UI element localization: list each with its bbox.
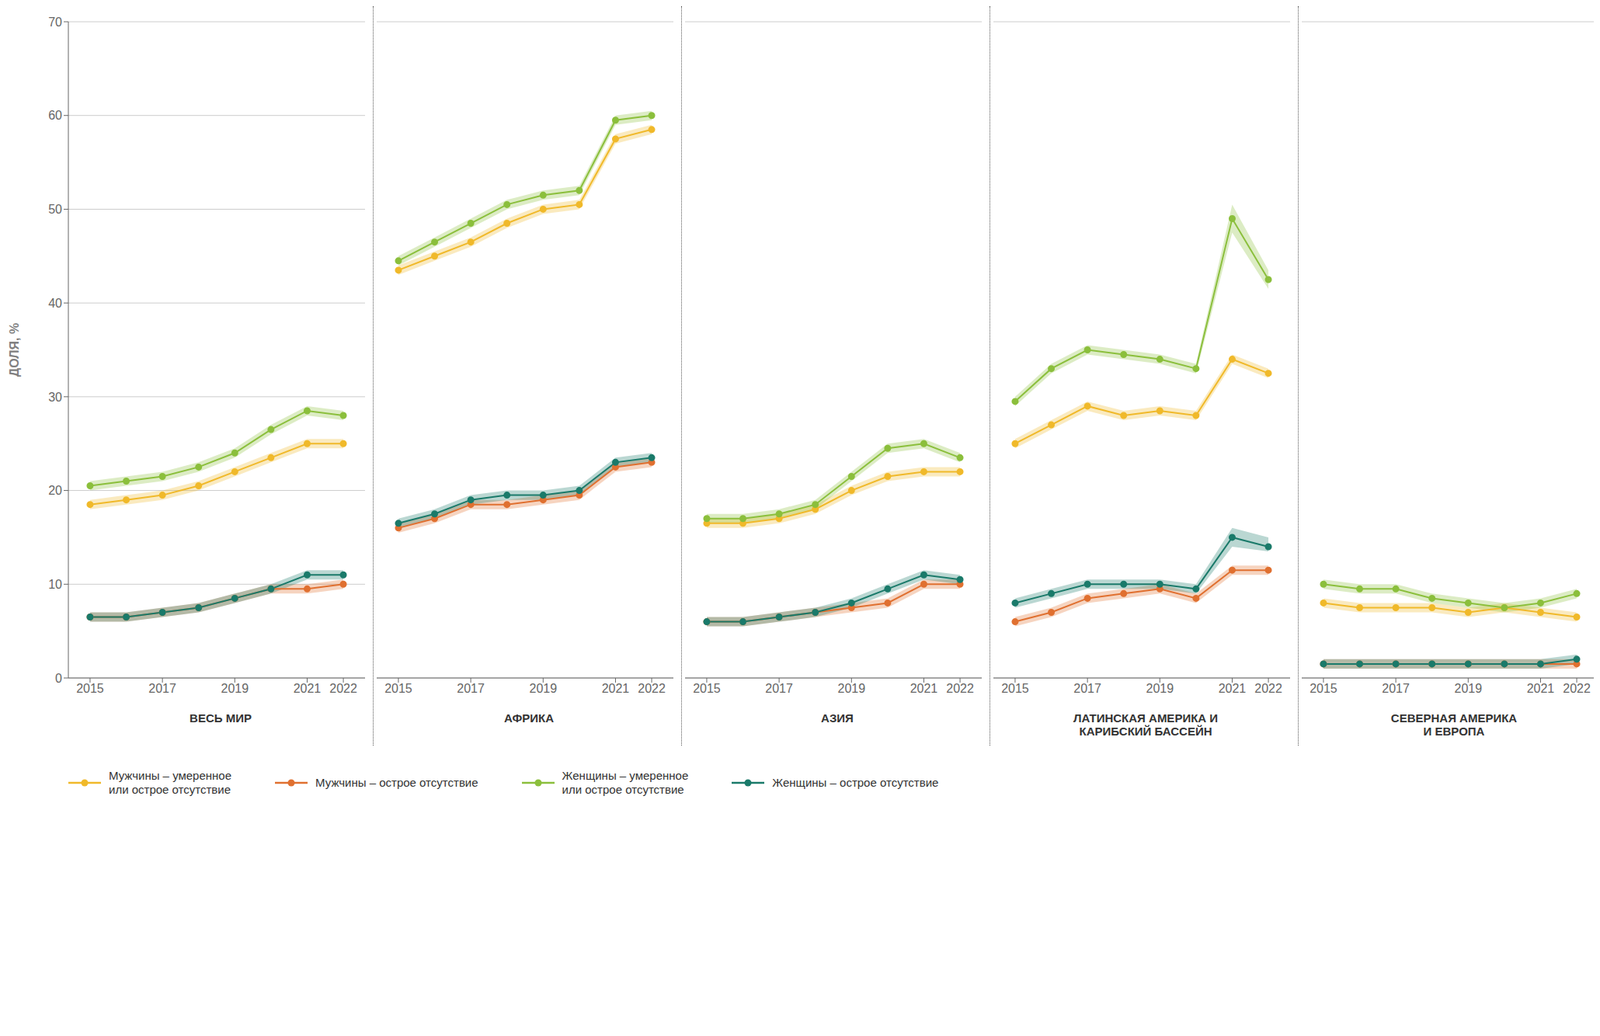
svg-text:2021: 2021 — [601, 681, 630, 696]
svg-text:2021: 2021 — [1526, 681, 1555, 696]
html-text:Мужчины – умеренное или острое: Мужчины – умеренное или острое отсутстви… — [108, 768, 232, 797]
html-text:ВЕСЬ МИР: ВЕСЬ МИР — [189, 711, 252, 725]
svg-text:ДОЛЯ, %: ДОЛЯ, % — [7, 323, 21, 377]
svg-text:20: 20 — [48, 483, 63, 498]
svg-text:2022: 2022 — [1562, 681, 1591, 696]
svg-text:2017: 2017 — [1073, 681, 1102, 696]
svg-text:2022: 2022 — [637, 681, 666, 696]
svg-text:2019: 2019 — [837, 681, 866, 696]
svg-text:0: 0 — [55, 671, 63, 686]
svg-text:2017: 2017 — [1381, 681, 1410, 696]
svg-text:30: 30 — [48, 390, 63, 404]
html-text:Женщины – острое отсутствие: Женщины – острое отсутствие — [772, 775, 939, 790]
svg-text:2021: 2021 — [1218, 681, 1247, 696]
svg-text:2015: 2015 — [1001, 681, 1030, 696]
svg-text:2015: 2015 — [1309, 681, 1338, 696]
svg-text:2019: 2019 — [528, 681, 557, 696]
html-text:Женщины – умеренное или острое: Женщины – умеренное или острое отсутстви… — [562, 768, 689, 797]
svg-text:70: 70 — [48, 15, 63, 29]
svg-text:2015: 2015 — [76, 681, 105, 696]
svg-text:40: 40 — [48, 296, 63, 310]
svg-text:2017: 2017 — [765, 681, 794, 696]
svg-text:2021: 2021 — [910, 681, 939, 696]
svg-text:2019: 2019 — [1145, 681, 1174, 696]
html-text:ЛАТИНСКАЯ АМЕРИКА И КАРИБСКИЙ: ЛАТИНСКАЯ АМЕРИКА И КАРИБСКИЙ БАССЕЙН — [1073, 711, 1218, 738]
svg-text:2015: 2015 — [692, 681, 721, 696]
svg-text:2022: 2022 — [1254, 681, 1283, 696]
svg-text:50: 50 — [48, 202, 63, 216]
svg-text:2022: 2022 — [329, 681, 358, 696]
html-text:СЕВЕРНАЯ АМЕРИКА И ЕВРОПА: СЕВЕРНАЯ АМЕРИКА И ЕВРОПА — [1390, 711, 1518, 738]
html-text:Мужчины – острое отсутствие: Мужчины – острое отсутствие — [315, 775, 479, 790]
svg-text:2017: 2017 — [456, 681, 485, 696]
svg-text:2019: 2019 — [220, 681, 249, 696]
html-text:АЗИЯ: АЗИЯ — [821, 711, 854, 725]
svg-text:10: 10 — [48, 577, 63, 592]
svg-text:2021: 2021 — [293, 681, 322, 696]
svg-text:2019: 2019 — [1453, 681, 1482, 696]
svg-text:2015: 2015 — [384, 681, 413, 696]
svg-text:2017: 2017 — [148, 681, 177, 696]
svg-text:2022: 2022 — [946, 681, 974, 696]
svg-text:60: 60 — [48, 108, 63, 122]
html-text:АФРИКА: АФРИКА — [504, 711, 554, 725]
